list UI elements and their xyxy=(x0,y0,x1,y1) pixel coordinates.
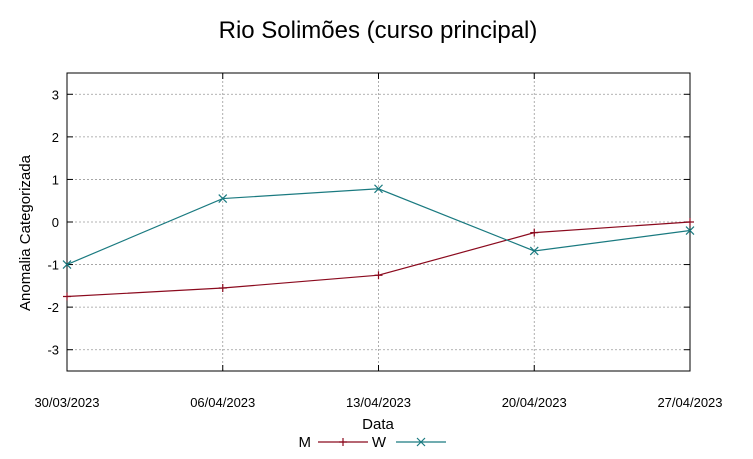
y-tick-label: -2 xyxy=(47,300,59,315)
y-tick-label: 2 xyxy=(52,130,59,145)
x-tick-label: 13/04/2023 xyxy=(346,395,411,410)
data-point-m xyxy=(218,283,227,292)
data-point-m xyxy=(374,271,383,280)
data-point-w xyxy=(374,184,383,194)
y-tick-label: -1 xyxy=(47,258,59,273)
legend-marker-m-glyph xyxy=(339,438,347,446)
y-tick-label: 1 xyxy=(52,172,59,187)
x-tick-label: 20/04/2023 xyxy=(502,395,567,410)
x-axis-ticks: 30/03/2023 06/04/2023 13/04/2023 20/04/2023… xyxy=(34,73,723,410)
data-point-m xyxy=(63,292,71,301)
y-axis-ticks: 3 2 1 0 -1 -2 -3 xyxy=(47,87,690,358)
legend-marker-m xyxy=(339,438,347,446)
series-w xyxy=(62,184,695,269)
y-tick-label: -3 xyxy=(47,343,59,358)
data-point-m xyxy=(686,218,694,226)
legend: M W xyxy=(299,434,446,451)
legend-marker-w-glyph xyxy=(416,437,426,447)
y-tick-label: 3 xyxy=(52,87,59,102)
x-tick-label: 27/04/2023 xyxy=(657,395,722,410)
x-axis-label: Data xyxy=(362,416,394,433)
y-axis-label: Anomalia Categorizada xyxy=(17,154,34,311)
data-point-m xyxy=(530,228,539,237)
legend-label-m: M xyxy=(299,434,312,451)
data-point-w xyxy=(218,194,228,204)
data-point-w xyxy=(529,246,539,256)
x-tick-label: 06/04/2023 xyxy=(190,395,255,410)
chart-title: Rio Solimões (curso principal) xyxy=(219,17,538,44)
y-tick-label: 0 xyxy=(52,215,59,230)
series-m xyxy=(63,218,694,301)
grid-lines xyxy=(67,73,690,371)
series-layer xyxy=(62,184,695,301)
x-tick-label: 30/03/2023 xyxy=(34,395,99,410)
data-point-w xyxy=(62,260,72,269)
legend-label-w: W xyxy=(372,434,387,451)
legend-marker-w xyxy=(416,437,426,447)
data-point-w xyxy=(685,226,695,235)
